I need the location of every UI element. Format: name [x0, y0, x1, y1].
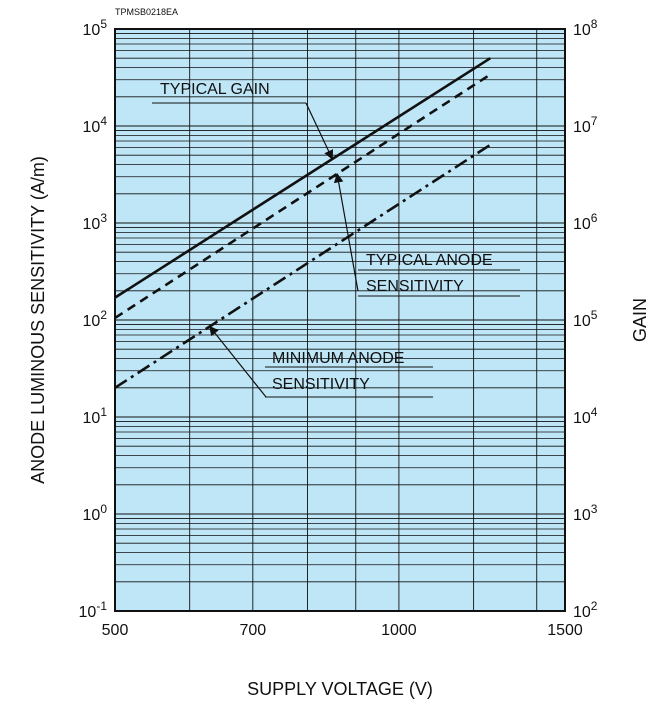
x-tick-label: 1000 [381, 622, 417, 639]
minimum-anode-sensitivity-label: MINIMUM ANODE SENSITIVITY [272, 350, 404, 393]
x-tick-label: 500 [102, 622, 129, 639]
series-lines [114, 57, 492, 389]
y2-tick-label: 108 [573, 17, 598, 39]
y-tick-label: 105 [83, 17, 108, 39]
y2-tick-label: 102 [573, 599, 598, 621]
plot-frame [114, 28, 566, 612]
typical-gain-line [114, 57, 492, 299]
minimum-anode-sensitivity-line [114, 143, 492, 389]
typical-gain-label: TYPICAL GAIN [160, 81, 270, 98]
figure-code: TPMSB0218EA [115, 7, 178, 17]
annotations: TYPICAL GAIN TYPICAL ANODE SENSITIVITY MINI… [152, 81, 520, 398]
y-axis-title: ANODE LUMINOUS SENSITIVITY (A/m) [28, 156, 48, 484]
typical-gain-arrow [305, 102, 334, 160]
typical-anode-sensitivity-arrow [333, 172, 359, 292]
y2-tick-label: 106 [573, 211, 598, 233]
y-tick-label: 101 [83, 405, 108, 427]
minimum-anode-sensitivity-arrow [209, 325, 267, 398]
y2-tick-label: 105 [573, 308, 598, 330]
grid [115, 29, 565, 611]
y-tick-label: 100 [83, 502, 108, 524]
y2-axis-title: GAIN [630, 298, 650, 342]
x-tick-label: 1500 [547, 622, 583, 639]
y-tick-label: 10-1 [79, 599, 108, 621]
tick-labels: 500 700 1000 1500 10-1 100 101 102 103 104 105 102 1… [79, 17, 598, 639]
x-axis-title: SUPPLY VOLTAGE (V) [247, 679, 433, 699]
y-tick-label: 104 [83, 114, 108, 136]
y-tick-label: 102 [83, 308, 108, 330]
typical-anode-sensitivity-label: TYPICAL ANODE SENSITIVITY [366, 252, 493, 295]
y2-tick-label: 104 [573, 405, 598, 427]
x-tick-label: 700 [239, 622, 266, 639]
y2-tick-label: 107 [573, 114, 598, 136]
y-tick-label: 103 [83, 211, 108, 233]
y2-tick-label: 103 [573, 502, 598, 524]
